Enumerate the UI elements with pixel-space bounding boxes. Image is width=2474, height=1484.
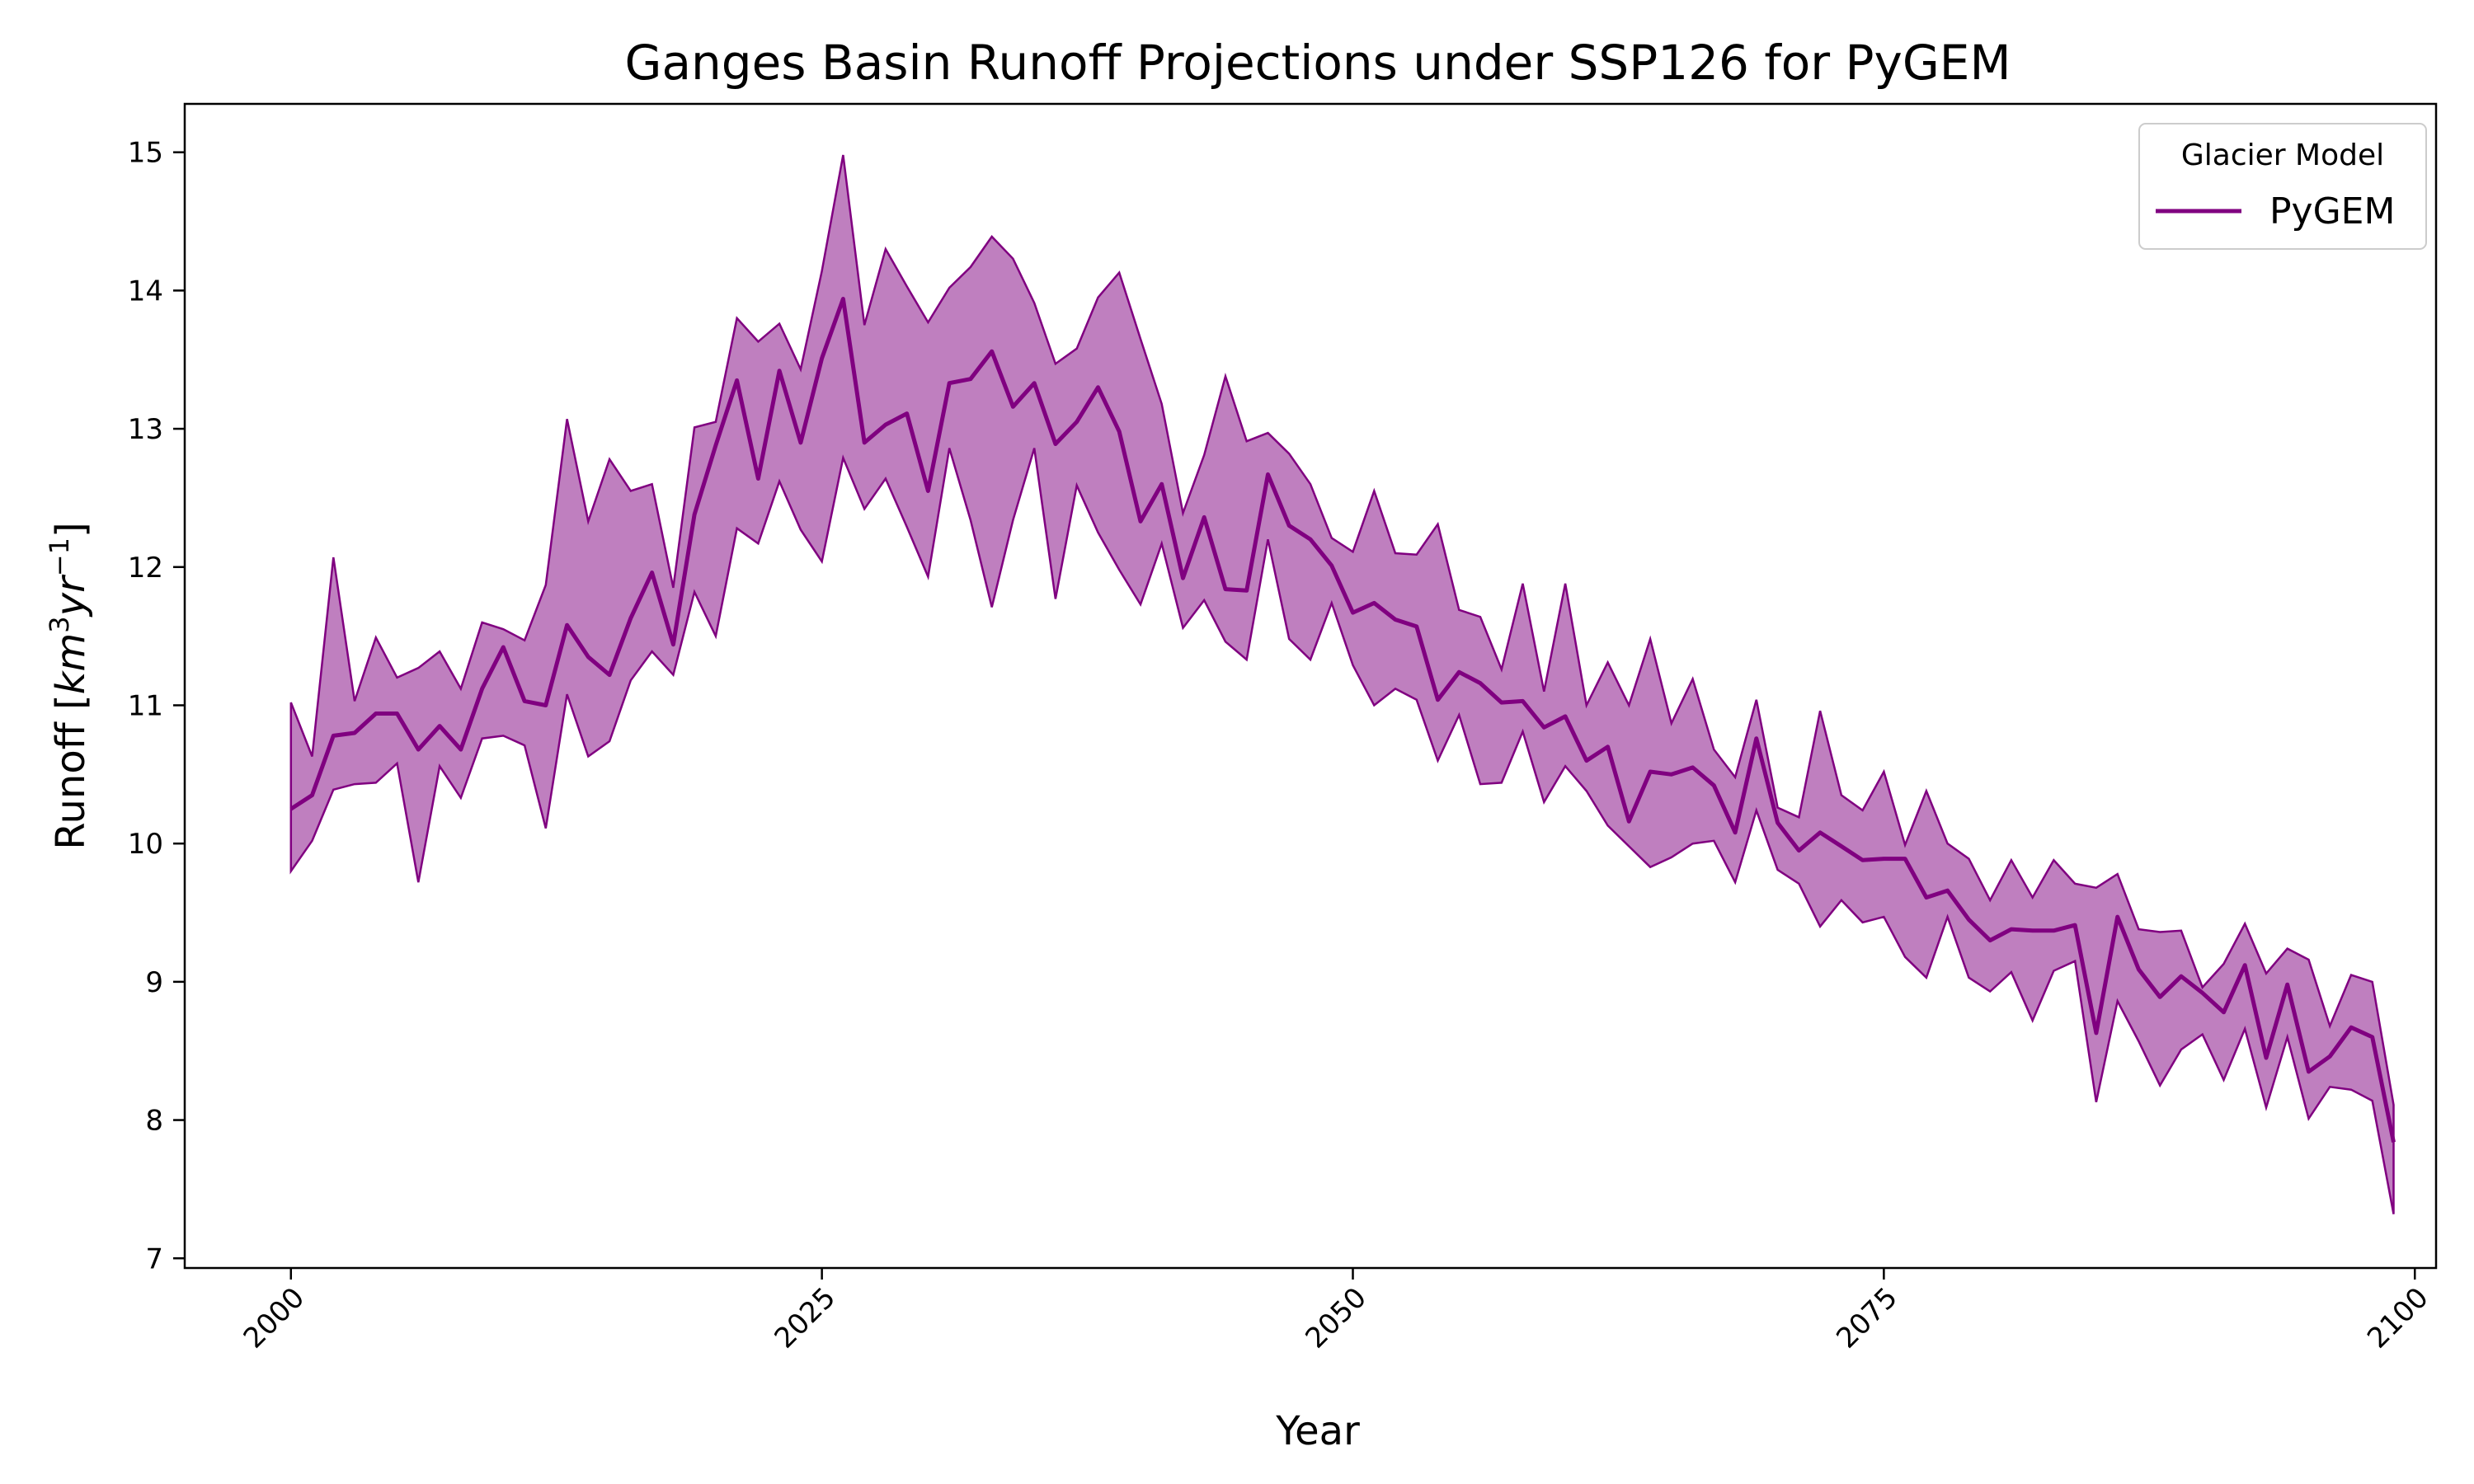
y-axis-title-suffix: ] bbox=[48, 522, 94, 538]
y-axis-title-exp-b: −1 bbox=[44, 538, 75, 576]
plot-frame bbox=[183, 102, 2438, 1270]
y-axis-title-units-a: km bbox=[48, 633, 94, 695]
y-axis-title-prefix: Runoff [ bbox=[48, 694, 94, 849]
y-tick-label: 9 bbox=[145, 966, 163, 999]
y-tick-label: 10 bbox=[128, 828, 163, 861]
y-tick-label: 13 bbox=[128, 413, 163, 446]
y-tick-label: 8 bbox=[145, 1105, 163, 1138]
y-tick-label: 12 bbox=[128, 552, 163, 585]
series-line-pygem bbox=[289, 297, 2396, 1143]
legend: Glacier Model PyGEM bbox=[2138, 123, 2427, 250]
y-tick-label: 15 bbox=[128, 137, 163, 170]
x-axis-title: Year bbox=[1275, 1408, 1360, 1454]
y-axis-title-exp-a: 3 bbox=[44, 616, 75, 632]
legend-box bbox=[2138, 123, 2427, 250]
y-tick-label: 14 bbox=[128, 275, 163, 308]
legend-title: Glacier Model bbox=[2181, 139, 2384, 172]
y-tick-label: 11 bbox=[128, 689, 163, 722]
y-axis-title-units-b: yr bbox=[48, 574, 94, 618]
uncertainty-band bbox=[289, 154, 2395, 1214]
y-tick-label: 7 bbox=[145, 1242, 163, 1275]
legend-label-pygem: PyGEM bbox=[2269, 190, 2395, 232]
y-axis-title: Runoff [km3yr−1] bbox=[44, 522, 94, 849]
chart-title: Ganges Basin Runoff Projections under SS… bbox=[625, 35, 2011, 91]
